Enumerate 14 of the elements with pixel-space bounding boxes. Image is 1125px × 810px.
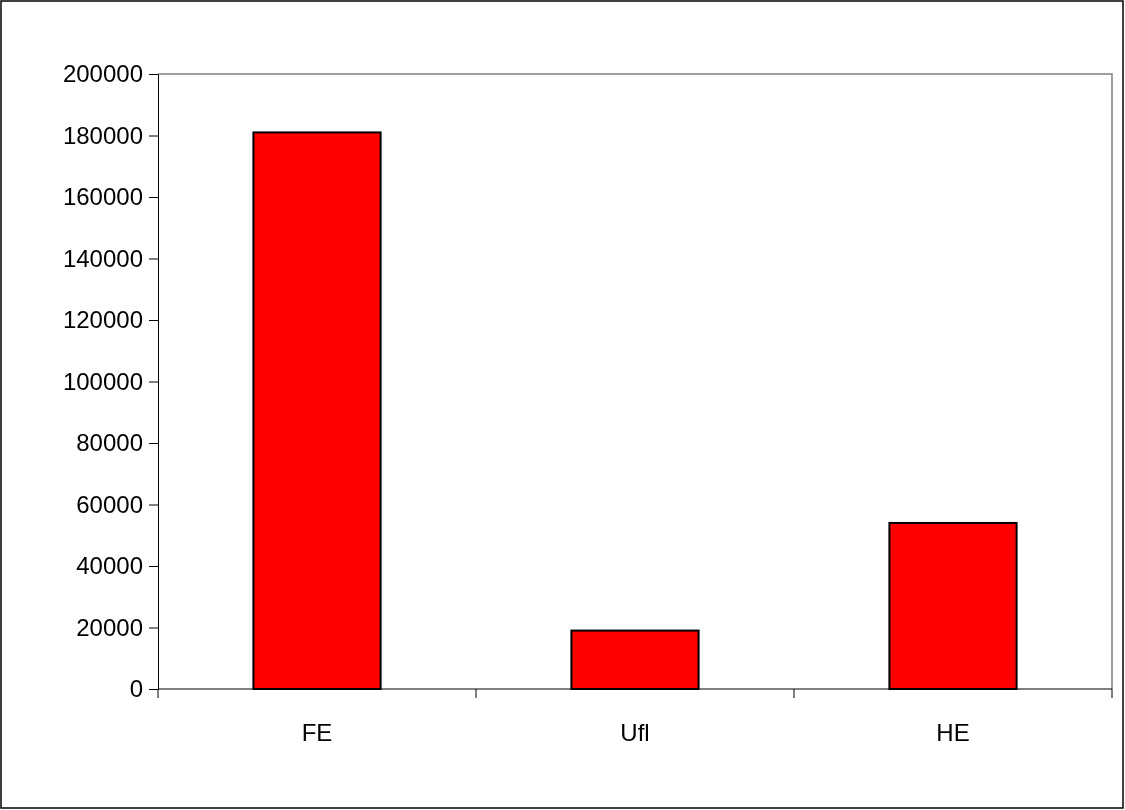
y-tick-label: 100000 xyxy=(62,367,143,395)
y-tick-label: 60000 xyxy=(76,490,143,518)
y-tick-label: 80000 xyxy=(76,429,143,457)
x-tick-label: Ufl xyxy=(620,719,650,746)
x-tick-label: FE xyxy=(301,719,333,746)
x-tick-label: HE xyxy=(936,719,970,746)
y-tick-label: 20000 xyxy=(76,613,143,641)
y-tick-label: 120000 xyxy=(62,306,143,334)
y-tick-label: 140000 xyxy=(62,244,143,272)
y-tick-label: 0 xyxy=(129,675,143,703)
y-tick-label: 160000 xyxy=(62,183,143,211)
y-tick-label: 180000 xyxy=(62,121,143,149)
y-tick-label: 40000 xyxy=(76,552,143,580)
y-tick-label: 200000 xyxy=(62,60,143,88)
